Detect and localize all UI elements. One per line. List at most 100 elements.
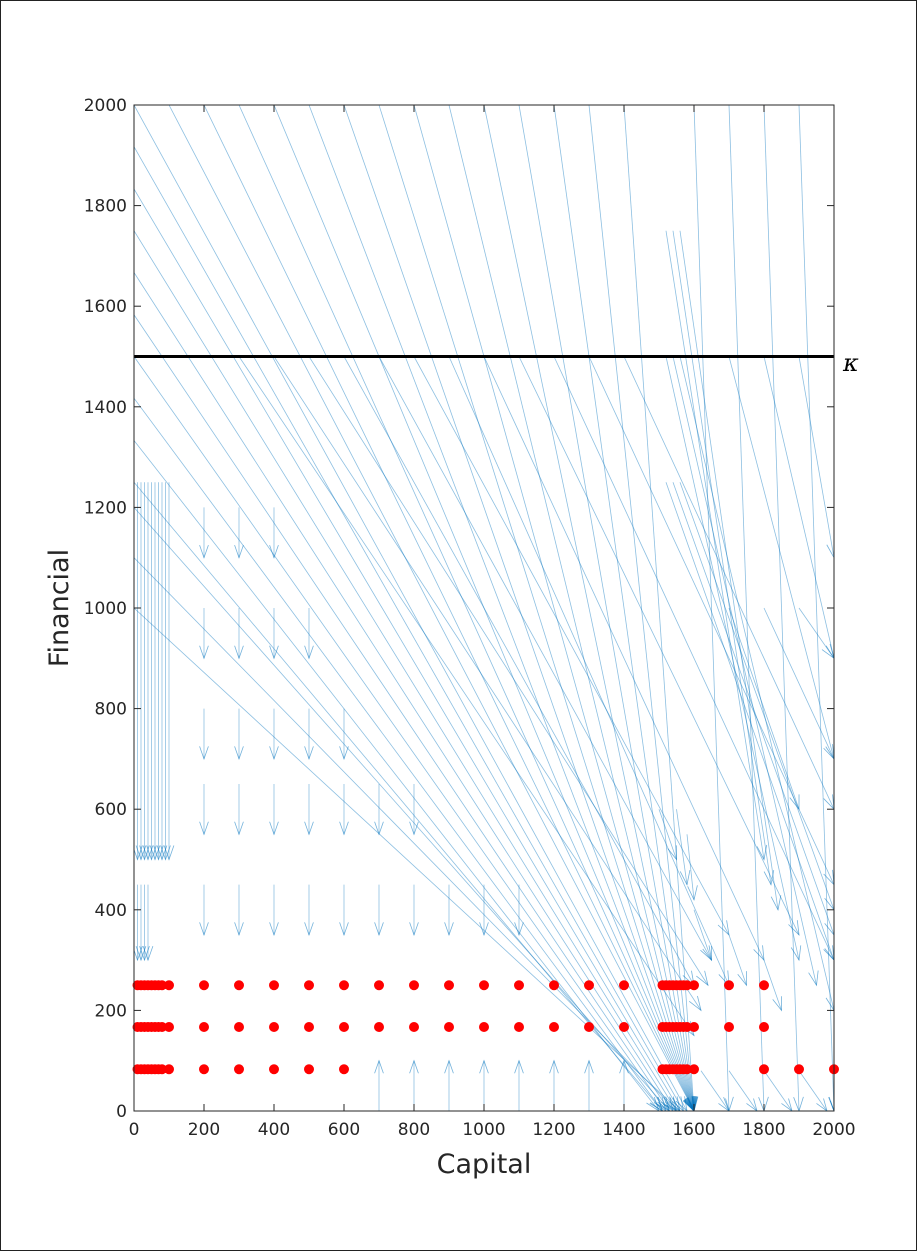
y-tick-label: 0 bbox=[116, 1102, 127, 1122]
vector-arrow bbox=[588, 105, 695, 1111]
vector-arrow bbox=[623, 105, 695, 1111]
vector-arrow bbox=[134, 557, 677, 1111]
vector-arrowhead bbox=[149, 845, 161, 861]
y-tick-label: 1200 bbox=[84, 498, 127, 518]
vector-arrow bbox=[798, 105, 834, 1111]
vector-arrow bbox=[798, 607, 834, 659]
vector-arrowhead bbox=[339, 922, 349, 937]
vector-arrowhead bbox=[702, 945, 712, 962]
vector-arrow bbox=[665, 482, 834, 961]
y-tick-label: 800 bbox=[95, 700, 127, 720]
fixed-point bbox=[157, 1021, 167, 1032]
vector-arrow bbox=[413, 105, 695, 1111]
fixed-point bbox=[689, 1021, 699, 1032]
vector-arrow bbox=[693, 909, 712, 961]
vector-arrowhead bbox=[816, 1098, 828, 1111]
vector-arrowhead bbox=[718, 1098, 730, 1111]
vector-arrowhead bbox=[234, 544, 244, 559]
vector-arrow bbox=[134, 507, 670, 1111]
vector-arrowhead bbox=[770, 895, 782, 911]
fixed-point bbox=[304, 1064, 314, 1075]
vector-arrow bbox=[665, 230, 765, 860]
vector-arrow bbox=[134, 146, 684, 1111]
kappa-label: κ bbox=[842, 349, 859, 377]
vector-arrowhead bbox=[756, 844, 768, 861]
vector-arrowhead bbox=[688, 995, 702, 1012]
vector-arrowhead bbox=[753, 945, 765, 962]
vector-arrow bbox=[798, 356, 834, 558]
vector-arrowhead bbox=[146, 845, 157, 861]
vector-arrowhead bbox=[668, 1096, 681, 1111]
vector-arrow bbox=[483, 105, 695, 1111]
vector-arrowhead bbox=[823, 945, 834, 961]
vector-arrowhead bbox=[821, 643, 834, 659]
fixed-point bbox=[374, 1021, 384, 1032]
fixed-point bbox=[549, 1021, 559, 1032]
vector-arrow bbox=[518, 356, 800, 936]
fixed-point bbox=[199, 980, 209, 991]
vector-arrowhead bbox=[672, 1096, 684, 1111]
vector-arrow bbox=[763, 105, 800, 1111]
x-tick-label: 1000 bbox=[462, 1120, 505, 1140]
vector-arrowhead bbox=[679, 870, 691, 886]
y-tick-label: 1000 bbox=[84, 599, 127, 619]
vector-arrowhead bbox=[823, 794, 834, 810]
vector-arrow bbox=[413, 356, 730, 936]
vector-arrowhead bbox=[663, 1097, 677, 1111]
fixed-point bbox=[269, 1064, 279, 1075]
y-tick-label: 1400 bbox=[84, 398, 127, 418]
vector-arrowhead bbox=[304, 746, 314, 761]
vector-arrowhead bbox=[479, 1059, 489, 1074]
vector-arrowhead bbox=[409, 821, 419, 836]
fixed-point bbox=[479, 980, 489, 991]
vector-arrowhead bbox=[549, 1059, 559, 1074]
vector-arrowhead bbox=[139, 945, 150, 962]
vector-arrowhead bbox=[444, 1059, 454, 1074]
vector-arrowhead bbox=[135, 945, 147, 962]
y-axis-label: Financial bbox=[44, 549, 75, 667]
fixed-point bbox=[444, 980, 454, 991]
vector-arrow bbox=[308, 105, 695, 1111]
vector-arrowhead bbox=[656, 1097, 670, 1111]
vector-arrow bbox=[588, 356, 834, 885]
vector-arrow bbox=[672, 482, 834, 936]
x-tick-label: 800 bbox=[398, 1120, 430, 1140]
vector-arrow bbox=[658, 809, 677, 860]
vector-arrowhead bbox=[823, 869, 834, 886]
fixed-point bbox=[549, 980, 559, 991]
vector-arrowhead bbox=[823, 744, 834, 760]
x-tick-label: 200 bbox=[188, 1120, 220, 1140]
vector-arrowhead bbox=[790, 945, 802, 962]
vector-arrow bbox=[763, 607, 834, 760]
vector-arrowhead bbox=[135, 845, 147, 861]
vector-arrowhead bbox=[479, 922, 489, 937]
vector-arrowhead bbox=[687, 1096, 699, 1111]
fixed-point bbox=[514, 1021, 524, 1032]
x-tick-label: 1800 bbox=[742, 1120, 785, 1140]
vector-arrowhead bbox=[374, 821, 384, 836]
vector-arrowhead bbox=[160, 845, 171, 861]
fixed-point bbox=[199, 1021, 209, 1032]
vector-arrow bbox=[343, 356, 695, 986]
vector-arrow bbox=[553, 105, 695, 1111]
vector-arrow bbox=[238, 356, 695, 1036]
vector-arrow bbox=[693, 105, 730, 1111]
vector-arrow bbox=[686, 834, 695, 900]
vector-arrow bbox=[679, 356, 834, 1011]
vector-arrowhead bbox=[339, 821, 349, 836]
vector-arrow bbox=[238, 105, 695, 1111]
vector-arrow bbox=[134, 356, 667, 1111]
vector-arrowhead bbox=[514, 922, 524, 937]
x-tick-label: 1400 bbox=[602, 1120, 645, 1140]
vector-arrow bbox=[134, 481, 663, 1111]
fixed-point bbox=[759, 1021, 769, 1032]
vector-arrowhead bbox=[667, 845, 677, 861]
vector-arrow bbox=[448, 356, 730, 986]
fixed-point bbox=[682, 1021, 692, 1032]
vector-arrow bbox=[728, 934, 747, 986]
vector-arrow bbox=[763, 1070, 793, 1111]
y-tick-label: 400 bbox=[95, 901, 127, 921]
vector-arrow bbox=[763, 356, 834, 659]
vector-arrowhead bbox=[374, 1059, 384, 1074]
fixed-point bbox=[234, 1064, 244, 1075]
